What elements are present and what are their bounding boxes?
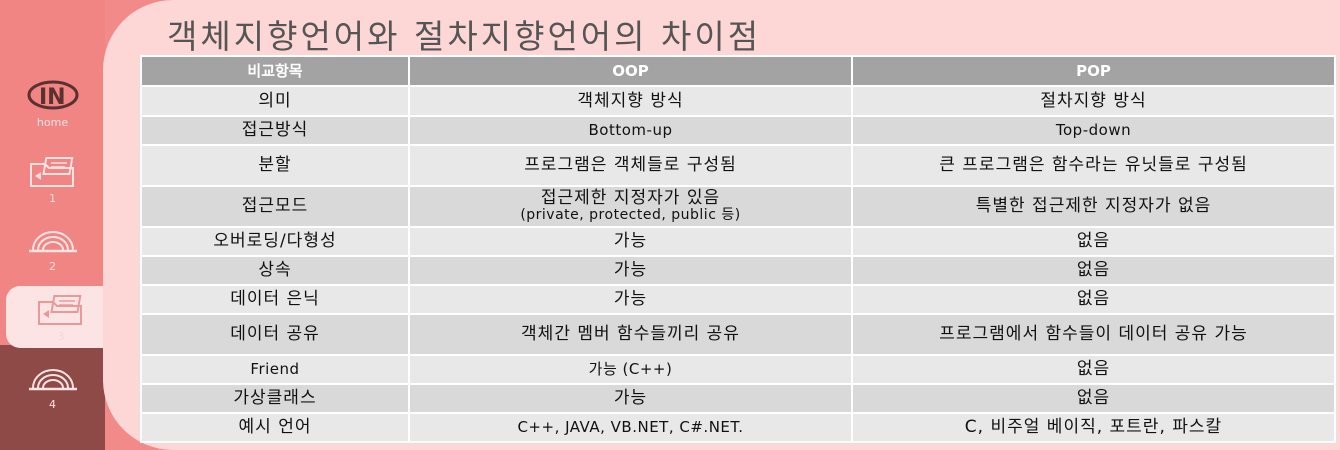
cell-oop-main: 접근제한 지정자가 있음 xyxy=(540,187,721,208)
table-header-row: 비교항목 OOP POP xyxy=(140,55,1336,87)
comparison-table: 비교항목 OOP POP 의미 객체지향 방식 절차지향 방식 접근방식 Bot… xyxy=(140,55,1336,443)
table-row: 접근모드 접근제한 지정자가 있음 (private, protected, p… xyxy=(140,185,1336,228)
table-row: 오버로딩/다형성 가능 없음 xyxy=(140,226,1336,257)
table-row: 의미 객체지향 방식 절차지향 방식 xyxy=(140,85,1336,117)
table-row: 상속 가능 없음 xyxy=(140,255,1336,286)
nav-item-1[interactable]: 1 xyxy=(0,148,105,210)
cell-oop: 가능 (C++) xyxy=(408,354,853,385)
cell-oop: 접근제한 지정자가 있음 (private, protected, public… xyxy=(408,185,853,228)
cell-pop: 큰 프로그램은 함수라는 유닛들로 구성됨 xyxy=(851,144,1336,187)
table-row: 데이터 은닉 가능 없음 xyxy=(140,284,1336,315)
header-item: 비교항목 xyxy=(140,55,410,87)
nav-label-1: 1 xyxy=(49,191,56,205)
cell-item: 접근방식 xyxy=(140,115,410,146)
nav-label-home: home xyxy=(36,115,69,129)
cell-oop: Bottom-up xyxy=(408,115,853,146)
table-row: 데이터 공유 객체간 멤버 함수들끼리 공유 프로그램에서 함수들이 데이터 공… xyxy=(140,313,1336,356)
cell-item: Friend xyxy=(140,354,410,385)
cell-item: 의미 xyxy=(140,85,410,117)
cell-pop: 없음 xyxy=(851,226,1336,257)
cell-pop: 없음 xyxy=(851,383,1336,414)
nav-item-4[interactable]: 4 xyxy=(0,356,105,418)
slide-title: 객체지향언어와 절차지향언어의 차이점 xyxy=(167,17,762,56)
header-pop: POP xyxy=(851,55,1336,87)
cell-pop: Top-down xyxy=(851,115,1336,146)
cell-item: 접근모드 xyxy=(140,185,410,228)
cell-item: 오버로딩/다형성 xyxy=(140,226,410,257)
cell-oop: 가능 xyxy=(408,284,853,315)
logo-icon: IN xyxy=(27,80,78,110)
cell-oop: 가능 xyxy=(408,383,853,414)
nav-label-4: 4 xyxy=(49,397,56,411)
nav-label-2: 2 xyxy=(49,259,56,273)
sidebar: IN home 1 2 3 xyxy=(0,0,116,450)
nav-item-home[interactable]: IN home xyxy=(0,72,105,134)
cell-pop: 없음 xyxy=(851,284,1336,315)
cell-pop: 없음 xyxy=(851,354,1336,385)
cell-item: 가상클래스 xyxy=(140,383,410,414)
cell-oop: 객체지향 방식 xyxy=(408,85,853,117)
cell-pop: 절차지향 방식 xyxy=(851,85,1336,117)
cell-pop: 특별한 접근제한 지정자가 없음 xyxy=(851,185,1336,228)
rainbow-icon xyxy=(28,230,77,252)
cell-item: 데이터 공유 xyxy=(140,313,410,356)
cell-item: 상속 xyxy=(140,255,410,286)
nav-item-2[interactable]: 2 xyxy=(0,218,105,280)
cell-oop: C++, JAVA, VB.NET, C#.NET. xyxy=(408,412,853,443)
table-row: 접근방식 Bottom-up Top-down xyxy=(140,115,1336,146)
cell-oop-sub: (private, protected, public 등) xyxy=(520,206,741,223)
nav-label-3: 3 xyxy=(57,329,65,343)
cell-oop: 가능 xyxy=(408,226,853,257)
sidebar-bottom-block xyxy=(0,345,105,450)
cell-pop: C, 비주얼 베이직, 포트란, 파스칼 xyxy=(851,412,1336,443)
rainbow-icon xyxy=(28,368,77,390)
cell-item: 분할 xyxy=(140,144,410,187)
svg-text:IN: IN xyxy=(39,85,66,110)
header-oop: OOP xyxy=(408,55,853,87)
cell-pop: 프로그램에서 함수들이 데이터 공유 가능 xyxy=(851,313,1336,356)
cell-pop: 없음 xyxy=(851,255,1336,286)
table-row: 가상클래스 가능 없음 xyxy=(140,383,1336,414)
nav-item-3[interactable]: 3 xyxy=(6,286,116,348)
table-row: 예시 언어 C++, JAVA, VB.NET, C#.NET. C, 비주얼 … xyxy=(140,412,1336,443)
cell-item: 데이터 은닉 xyxy=(140,284,410,315)
table-row: 분할 프로그램은 객체들로 구성됨 큰 프로그램은 함수라는 유닛들로 구성됨 xyxy=(140,144,1336,187)
cell-oop: 프로그램은 객체들로 구성됨 xyxy=(408,144,853,187)
table-row: Friend 가능 (C++) 없음 xyxy=(140,354,1336,385)
cell-item: 예시 언어 xyxy=(140,412,410,443)
cell-oop: 객체간 멤버 함수들끼리 공유 xyxy=(408,313,853,356)
cell-oop: 가능 xyxy=(408,255,853,286)
folder-icon xyxy=(38,294,82,325)
folder-icon xyxy=(29,156,74,187)
